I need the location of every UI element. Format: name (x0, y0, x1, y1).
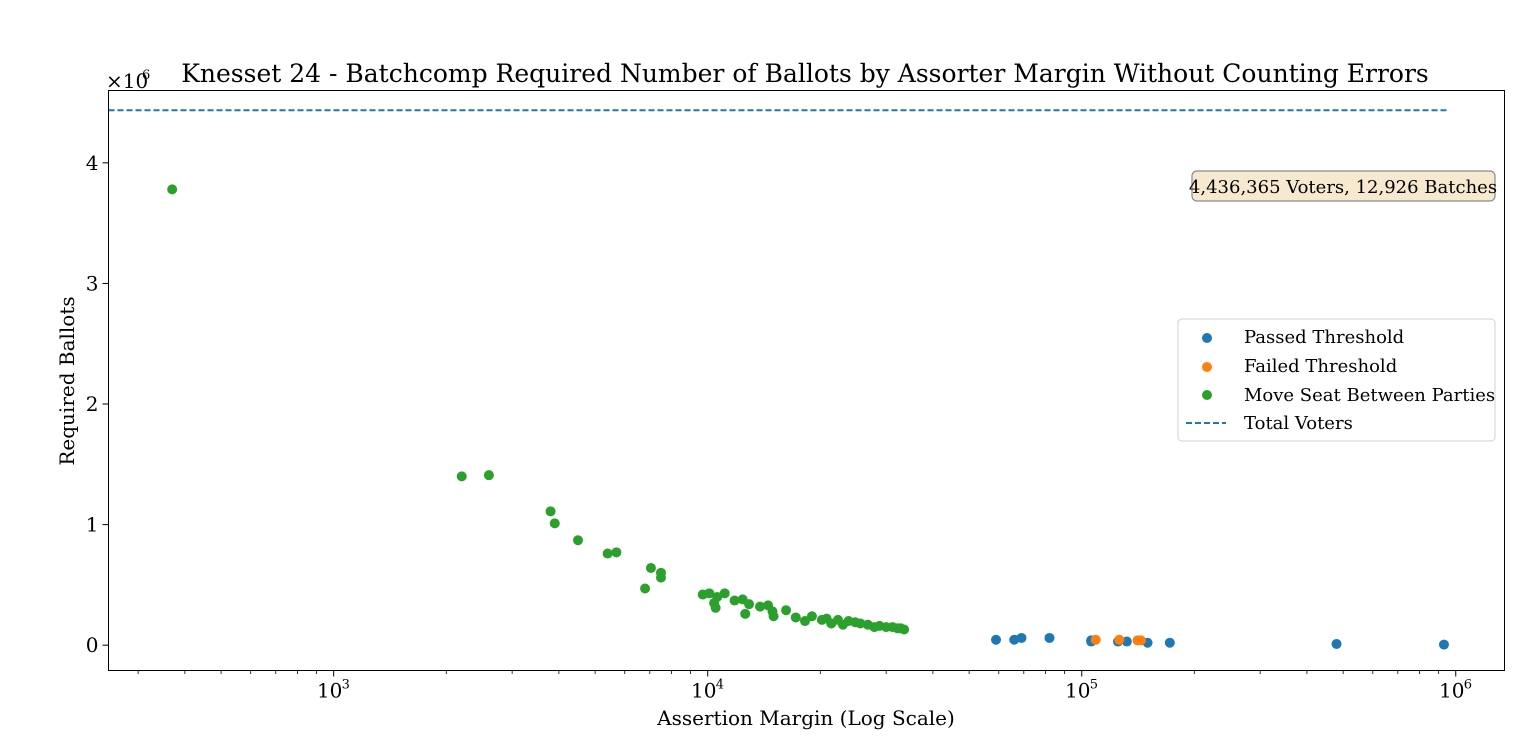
y-tick-label: 4 (86, 151, 99, 175)
point-passed-threshold (1331, 638, 1342, 649)
point-passed-threshold (1438, 639, 1449, 650)
point-move-seat-between-parties (712, 591, 723, 602)
point-move-seat-between-parties (640, 583, 651, 594)
point-move-seat-between-parties (768, 611, 779, 622)
annotation-box-background (1191, 170, 1496, 202)
x-tick-label-exponent: 6 (1464, 678, 1472, 693)
x-axis-label: Assertion Margin (Log Scale) (656, 706, 955, 730)
y-tick-label: 1 (86, 513, 99, 537)
scatter-points (167, 184, 1449, 650)
x-tick-label-exponent: 4 (716, 678, 724, 693)
x-tick-label: 10 (691, 679, 716, 703)
x-tick-label-exponent: 3 (342, 678, 350, 693)
y-multiplier: ×10 6 (106, 68, 150, 93)
point-move-seat-between-parties (483, 470, 494, 481)
point-move-seat-between-parties (655, 572, 666, 583)
y-axis-label: Required Ballots (55, 296, 79, 465)
point-move-seat-between-parties (899, 624, 910, 635)
point-move-seat-between-parties (602, 548, 613, 559)
point-failed-threshold (1114, 634, 1125, 645)
plot-frame (108, 90, 1505, 671)
point-move-seat-between-parties (549, 518, 560, 529)
y-tick-label: 2 (86, 392, 99, 416)
y-tick-label: 3 (86, 271, 99, 295)
point-failed-threshold (1090, 634, 1101, 645)
x-tick-label: 10 (1439, 679, 1464, 703)
point-move-seat-between-parties (645, 563, 656, 574)
point-move-seat-between-parties (755, 601, 766, 612)
point-move-seat-between-parties (704, 588, 715, 599)
point-move-seat-between-parties (781, 605, 792, 616)
legend-label-total-voters: Total Voters (1244, 413, 1353, 434)
point-passed-threshold (1044, 632, 1055, 643)
legend-box (1177, 318, 1496, 442)
x-tick-label-exponent: 5 (1090, 678, 1098, 693)
point-move-seat-between-parties (719, 588, 730, 599)
y-tick-label: 0 (86, 633, 99, 657)
point-move-seat-between-parties (744, 599, 755, 610)
legend-label-failed-threshold: Failed Threshold (1244, 356, 1397, 377)
point-move-seat-between-parties (611, 547, 622, 558)
annotation-box: 4,436,365 Voters, 12,926 Batches (1189, 170, 1497, 202)
chart-title: Knesset 24 - Batchcomp Required Number o… (181, 59, 1429, 88)
point-move-seat-between-parties (740, 608, 751, 619)
x-tick-label: 10 (1065, 679, 1090, 703)
point-move-seat-between-parties (545, 506, 556, 517)
point-move-seat-between-parties (167, 184, 178, 195)
legend-marker-move-seat (1202, 390, 1212, 400)
point-move-seat-between-parties (456, 471, 467, 482)
annotation-text: 4,436,365 Voters, 12,926 Batches (1189, 177, 1497, 198)
y-multiplier-exponent: 6 (142, 68, 150, 83)
x-tick-label: 10 (317, 679, 342, 703)
legend: Passed Threshold Failed Threshold Move S… (1177, 318, 1496, 442)
point-move-seat-between-parties (799, 616, 810, 627)
point-failed-threshold (1135, 635, 1146, 646)
y-axis-ticks: 0 1 2 3 4 (86, 151, 109, 657)
x-axis-ticks: 10 3 10 4 10 5 10 6 (137, 670, 1472, 703)
legend-label-move-seat: Move Seat Between Parties (1244, 385, 1495, 406)
point-move-seat-between-parties (806, 611, 817, 622)
y-multiplier-label: ×10 (106, 69, 148, 93)
legend-marker-failed-threshold (1202, 362, 1212, 372)
legend-marker-passed-threshold (1202, 333, 1212, 343)
point-passed-threshold (1016, 632, 1027, 643)
point-passed-threshold (1164, 637, 1175, 648)
point-passed-threshold (1121, 636, 1132, 647)
point-passed-threshold (991, 634, 1002, 645)
legend-label-passed-threshold: Passed Threshold (1244, 327, 1404, 348)
point-move-seat-between-parties (573, 535, 584, 546)
point-move-seat-between-parties (790, 612, 801, 623)
point-move-seat-between-parties (729, 595, 740, 606)
point-move-seat-between-parties (710, 602, 721, 613)
point-move-seat-between-parties (855, 618, 866, 629)
